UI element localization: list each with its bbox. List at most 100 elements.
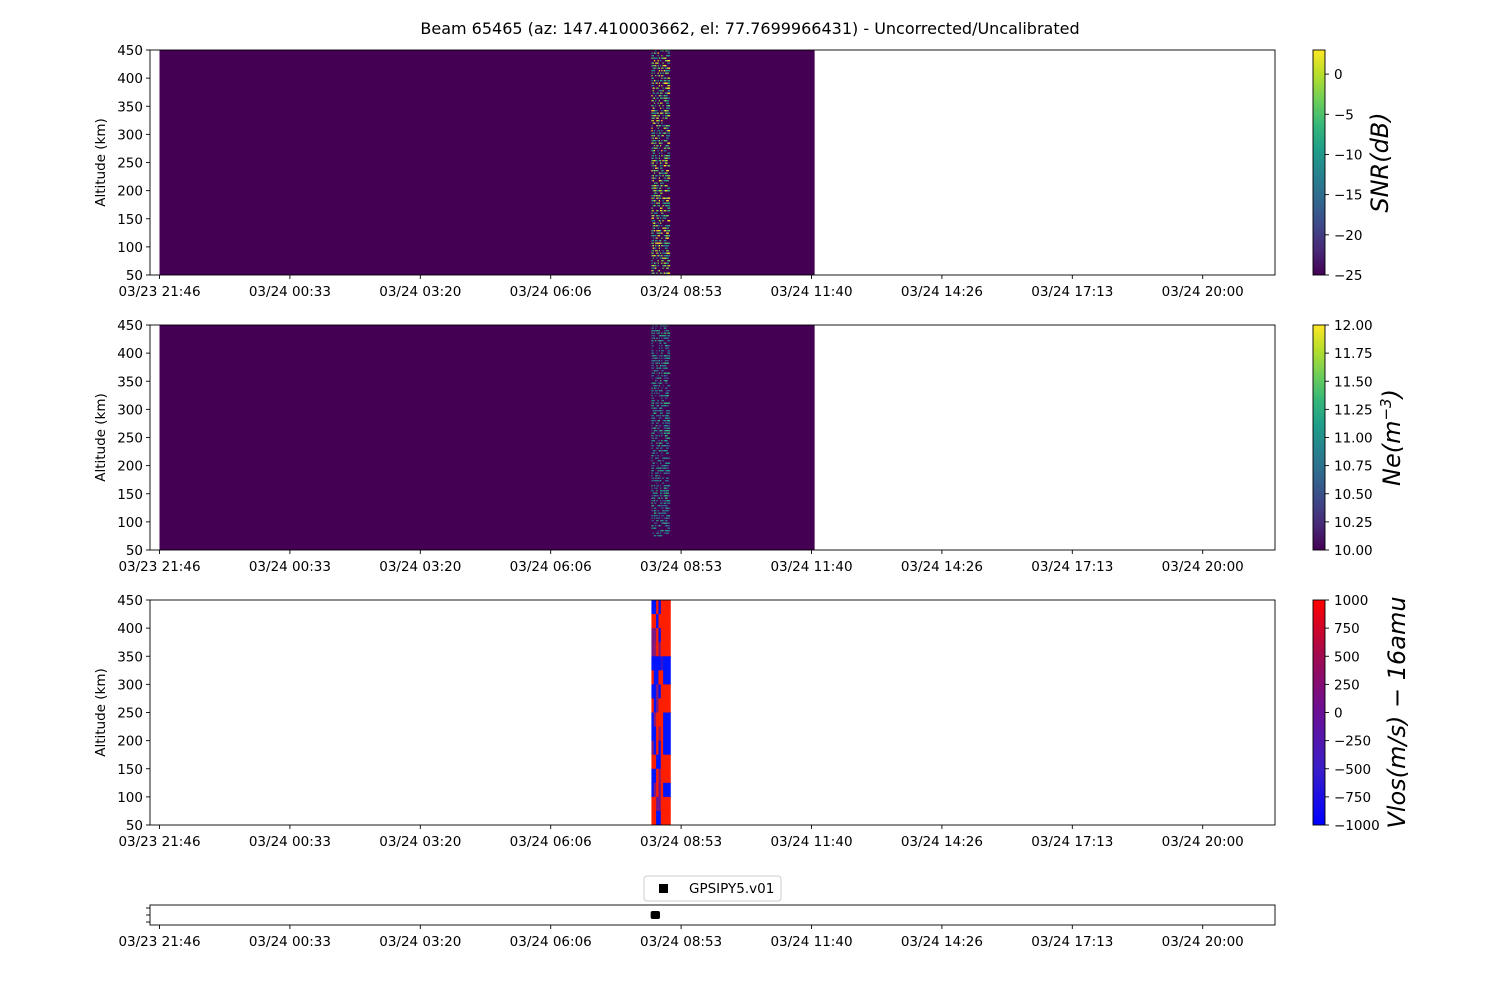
ne-cell bbox=[651, 387, 653, 389]
snr-cell bbox=[653, 192, 656, 194]
ne-cell bbox=[653, 410, 656, 412]
snr-cell bbox=[653, 107, 656, 109]
snr-cell bbox=[652, 205, 654, 207]
ne-cell bbox=[662, 522, 664, 524]
snr-cell bbox=[651, 197, 653, 199]
ne-cell bbox=[656, 495, 658, 497]
snr-cell bbox=[666, 180, 669, 182]
ne-cell bbox=[651, 520, 653, 522]
snr-cell bbox=[653, 80, 656, 82]
snr-cell bbox=[658, 115, 661, 117]
snr-cell bbox=[667, 52, 671, 54]
ne-cell bbox=[662, 325, 664, 327]
snr-cell bbox=[663, 265, 667, 267]
ne-cell bbox=[658, 515, 661, 517]
ne-cell bbox=[652, 427, 654, 429]
ne-cell bbox=[652, 510, 654, 512]
vlos-cell bbox=[653, 810, 657, 825]
snr-cell bbox=[663, 150, 667, 152]
ne-cell bbox=[657, 422, 659, 424]
ne-cell bbox=[655, 402, 657, 404]
snr-cell bbox=[657, 170, 659, 172]
snr-cell bbox=[656, 162, 658, 164]
ne-cell bbox=[651, 427, 653, 429]
ne-cell bbox=[655, 507, 657, 509]
ne-cell bbox=[667, 402, 671, 404]
vlos-cell bbox=[658, 810, 662, 825]
ne-cell bbox=[652, 467, 654, 469]
vlos-cell bbox=[653, 726, 657, 742]
ne-cell bbox=[657, 382, 659, 384]
snr-cell bbox=[667, 115, 671, 117]
snr-cell bbox=[663, 180, 667, 182]
ne-colorbar-label-part: −3 bbox=[1377, 398, 1395, 420]
snr-xtick-label: 03/24 03:20 bbox=[379, 284, 461, 300]
ne-cell bbox=[658, 382, 661, 384]
snr-cell bbox=[658, 155, 661, 157]
ne-cell bbox=[653, 432, 656, 434]
snr-cell bbox=[653, 265, 656, 267]
snr-cell bbox=[653, 57, 656, 59]
ne-cell bbox=[658, 427, 661, 429]
snr-cell bbox=[658, 120, 661, 122]
vlos-cell bbox=[658, 600, 662, 615]
snr-cell bbox=[657, 130, 659, 132]
snr-cell bbox=[652, 122, 654, 124]
snr-cell bbox=[661, 92, 663, 94]
ne-cell bbox=[660, 532, 662, 534]
ne-cell bbox=[652, 410, 654, 412]
snr-cell bbox=[661, 212, 663, 214]
ne-cell bbox=[651, 350, 653, 352]
ne-cell bbox=[662, 470, 664, 472]
ne-cell bbox=[658, 332, 661, 334]
ne-cell bbox=[657, 432, 659, 434]
vlos-cell bbox=[651, 628, 655, 643]
vlos-cell bbox=[660, 768, 664, 784]
ne-cell bbox=[661, 372, 663, 374]
vlos-cell bbox=[658, 782, 662, 798]
ne-cell bbox=[666, 447, 669, 449]
vlos-cb-tick-label: −250 bbox=[1334, 734, 1371, 750]
ne-cell bbox=[652, 437, 654, 439]
ne-cell bbox=[660, 495, 662, 497]
ne-cell bbox=[658, 480, 661, 482]
snr-cell bbox=[652, 200, 654, 202]
snr-cell bbox=[660, 182, 662, 184]
ne-cell bbox=[651, 445, 653, 447]
snr-cell bbox=[661, 182, 663, 184]
ne-cell bbox=[662, 520, 664, 522]
vlos-xtick-label: 03/23 21:46 bbox=[118, 834, 200, 850]
snr-cell bbox=[660, 107, 662, 109]
ne-cell bbox=[653, 440, 656, 442]
ne-cell bbox=[658, 395, 661, 397]
snr-cell bbox=[655, 245, 657, 247]
vlos-ytick-label: 100 bbox=[117, 790, 143, 806]
snr-cell bbox=[661, 112, 663, 114]
ne-cell bbox=[662, 420, 664, 422]
ne-cell bbox=[657, 445, 659, 447]
ne-cell bbox=[663, 487, 667, 489]
ne-cell bbox=[656, 472, 658, 474]
snr-cell bbox=[655, 235, 657, 237]
ne-cell bbox=[656, 515, 658, 517]
snr-cell bbox=[652, 190, 654, 192]
ne-cell bbox=[651, 407, 653, 409]
snr-cell bbox=[655, 140, 657, 142]
snr-cell bbox=[655, 155, 657, 157]
ne-cell bbox=[656, 405, 658, 407]
vlos-cb-tick-label: 750 bbox=[1334, 621, 1360, 637]
ne-cell bbox=[667, 507, 671, 509]
vlos-cell bbox=[653, 614, 657, 629]
snr-cell bbox=[666, 267, 669, 269]
ticker-legend: GPSIPY5.v01 bbox=[643, 875, 782, 902]
vlos-cell bbox=[651, 656, 655, 671]
snr-cell bbox=[655, 247, 657, 249]
ne-cell bbox=[653, 412, 656, 414]
ne-cell bbox=[656, 490, 658, 492]
vlos-cell bbox=[658, 768, 662, 784]
snr-cell bbox=[660, 180, 662, 182]
ne-xtick-label: 03/23 21:46 bbox=[118, 559, 200, 575]
snr-cell bbox=[652, 100, 654, 102]
ne-cell bbox=[651, 327, 653, 329]
ne-cell bbox=[663, 492, 667, 494]
